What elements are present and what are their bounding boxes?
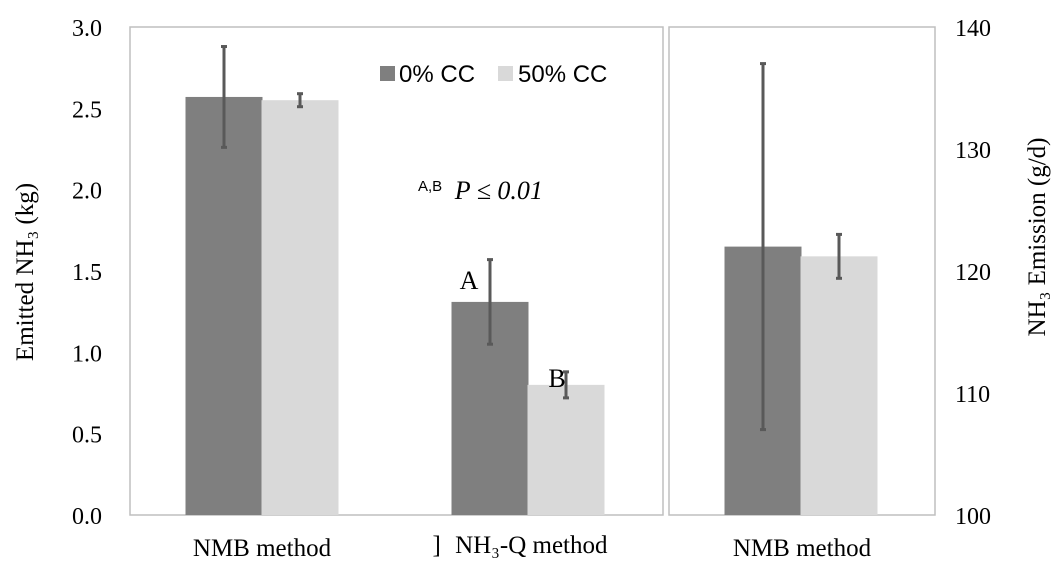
error-bar-50cc-group-1	[563, 370, 569, 400]
bars	[185, 96, 878, 516]
error-bars	[221, 45, 842, 432]
error-bar-50cc-group-2	[836, 232, 842, 280]
right-tick-label: 110	[955, 382, 990, 408]
significance-text: P ≤ 0.01	[454, 176, 543, 205]
bar-50cc-group-2	[800, 256, 878, 515]
bar-50cc-group-0	[261, 100, 339, 515]
left-plot-frame	[129, 26, 664, 516]
legend-label-50cc: 50% CC	[518, 61, 607, 88]
legend: 0% CC 50% CC	[380, 61, 607, 88]
category-label-nh3q: ] NH₃-Q method	[432, 532, 608, 559]
error-bar-0cc-group-0	[221, 45, 227, 149]
legend-swatch-50cc	[498, 66, 513, 81]
right-tick-label: 140	[955, 16, 991, 42]
left-tick-label: 1.5	[72, 260, 102, 286]
category-prefix: ]	[432, 532, 440, 559]
right-y-ticks: 100 110 120 130 140	[955, 16, 991, 530]
left-tick-label: 2.5	[72, 97, 102, 123]
significance-annotation: A,B P ≤ 0.01	[418, 168, 543, 205]
significance-superscript: A,B	[418, 178, 442, 195]
category-nh3q-text: NH₃-Q method	[455, 532, 608, 559]
right-tick-label: 130	[955, 138, 991, 164]
right-tick-label: 100	[955, 504, 991, 530]
category-label-nmb-right: NMB method	[733, 535, 872, 561]
error-bar-0cc-group-1	[487, 258, 493, 346]
legend-swatch-0cc	[380, 66, 395, 81]
left-tick-label: 1.0	[72, 341, 102, 367]
left-tick-label: 3.0	[72, 16, 102, 42]
bar-label-b: B	[548, 364, 565, 393]
right-tick-label: 120	[955, 260, 991, 286]
bar-label-a: A	[460, 266, 479, 295]
left-tick-label: 0.5	[72, 423, 102, 449]
left-y-ticks: 0.0 0.5 1.0 1.5 2.0 2.5 3.0	[72, 16, 102, 530]
bar-0cc-group-0	[185, 96, 263, 516]
left-tick-label: 2.0	[72, 179, 102, 205]
legend-label-0cc: 0% CC	[399, 61, 475, 88]
left-tick-label: 0.0	[72, 504, 102, 530]
right-axis-title: NH₃ Emission (g/d)	[1024, 138, 1051, 337]
error-bar-50cc-group-0	[297, 92, 303, 109]
category-label-nmb-left: NMB method	[193, 535, 332, 561]
error-bar-0cc-group-2	[760, 62, 766, 432]
left-axis-title: Emitted NH₃ (kg)	[12, 183, 39, 361]
bar-50cc-group-1	[527, 384, 605, 515]
